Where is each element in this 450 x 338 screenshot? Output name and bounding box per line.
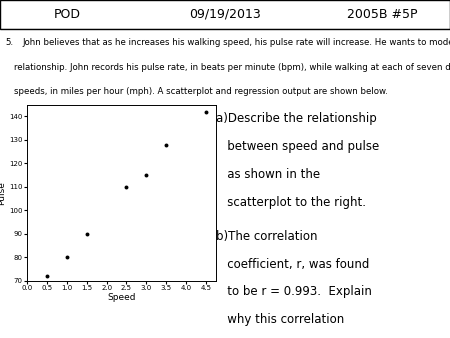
X-axis label: Speed: Speed	[107, 293, 136, 303]
Point	[143, 172, 150, 178]
Text: relationship. John records his pulse rate, in beats per minute (bpm), while walk: relationship. John records his pulse rat…	[14, 63, 450, 72]
Point	[123, 184, 130, 190]
Text: 5.: 5.	[5, 38, 14, 47]
Text: why this correlation: why this correlation	[216, 313, 344, 326]
Point	[43, 273, 50, 279]
Text: a)Describe the relationship: a)Describe the relationship	[216, 112, 377, 125]
Text: speeds, in miles per hour (mph). A scatterplot and regression output are shown b: speeds, in miles per hour (mph). A scatt…	[14, 88, 387, 96]
Y-axis label: Pulse: Pulse	[0, 181, 7, 204]
Point	[63, 255, 70, 260]
Point	[162, 142, 170, 147]
Text: coefficient, r, was found: coefficient, r, was found	[216, 258, 369, 271]
Text: John believes that as he increases his walking speed, his pulse rate will increa: John believes that as he increases his w…	[22, 38, 450, 47]
Text: between speed and pulse: between speed and pulse	[216, 140, 379, 153]
Text: scatterplot to the right.: scatterplot to the right.	[216, 196, 366, 209]
Text: POD: POD	[54, 8, 81, 21]
Text: 09/19/2013: 09/19/2013	[189, 8, 261, 21]
Point	[202, 109, 210, 115]
Text: to be r = 0.993.  Explain: to be r = 0.993. Explain	[216, 285, 372, 298]
Text: 2005B #5P: 2005B #5P	[347, 8, 418, 21]
Text: as shown in the: as shown in the	[216, 168, 320, 181]
Point	[83, 231, 90, 236]
Text: b)The correlation: b)The correlation	[216, 230, 318, 243]
